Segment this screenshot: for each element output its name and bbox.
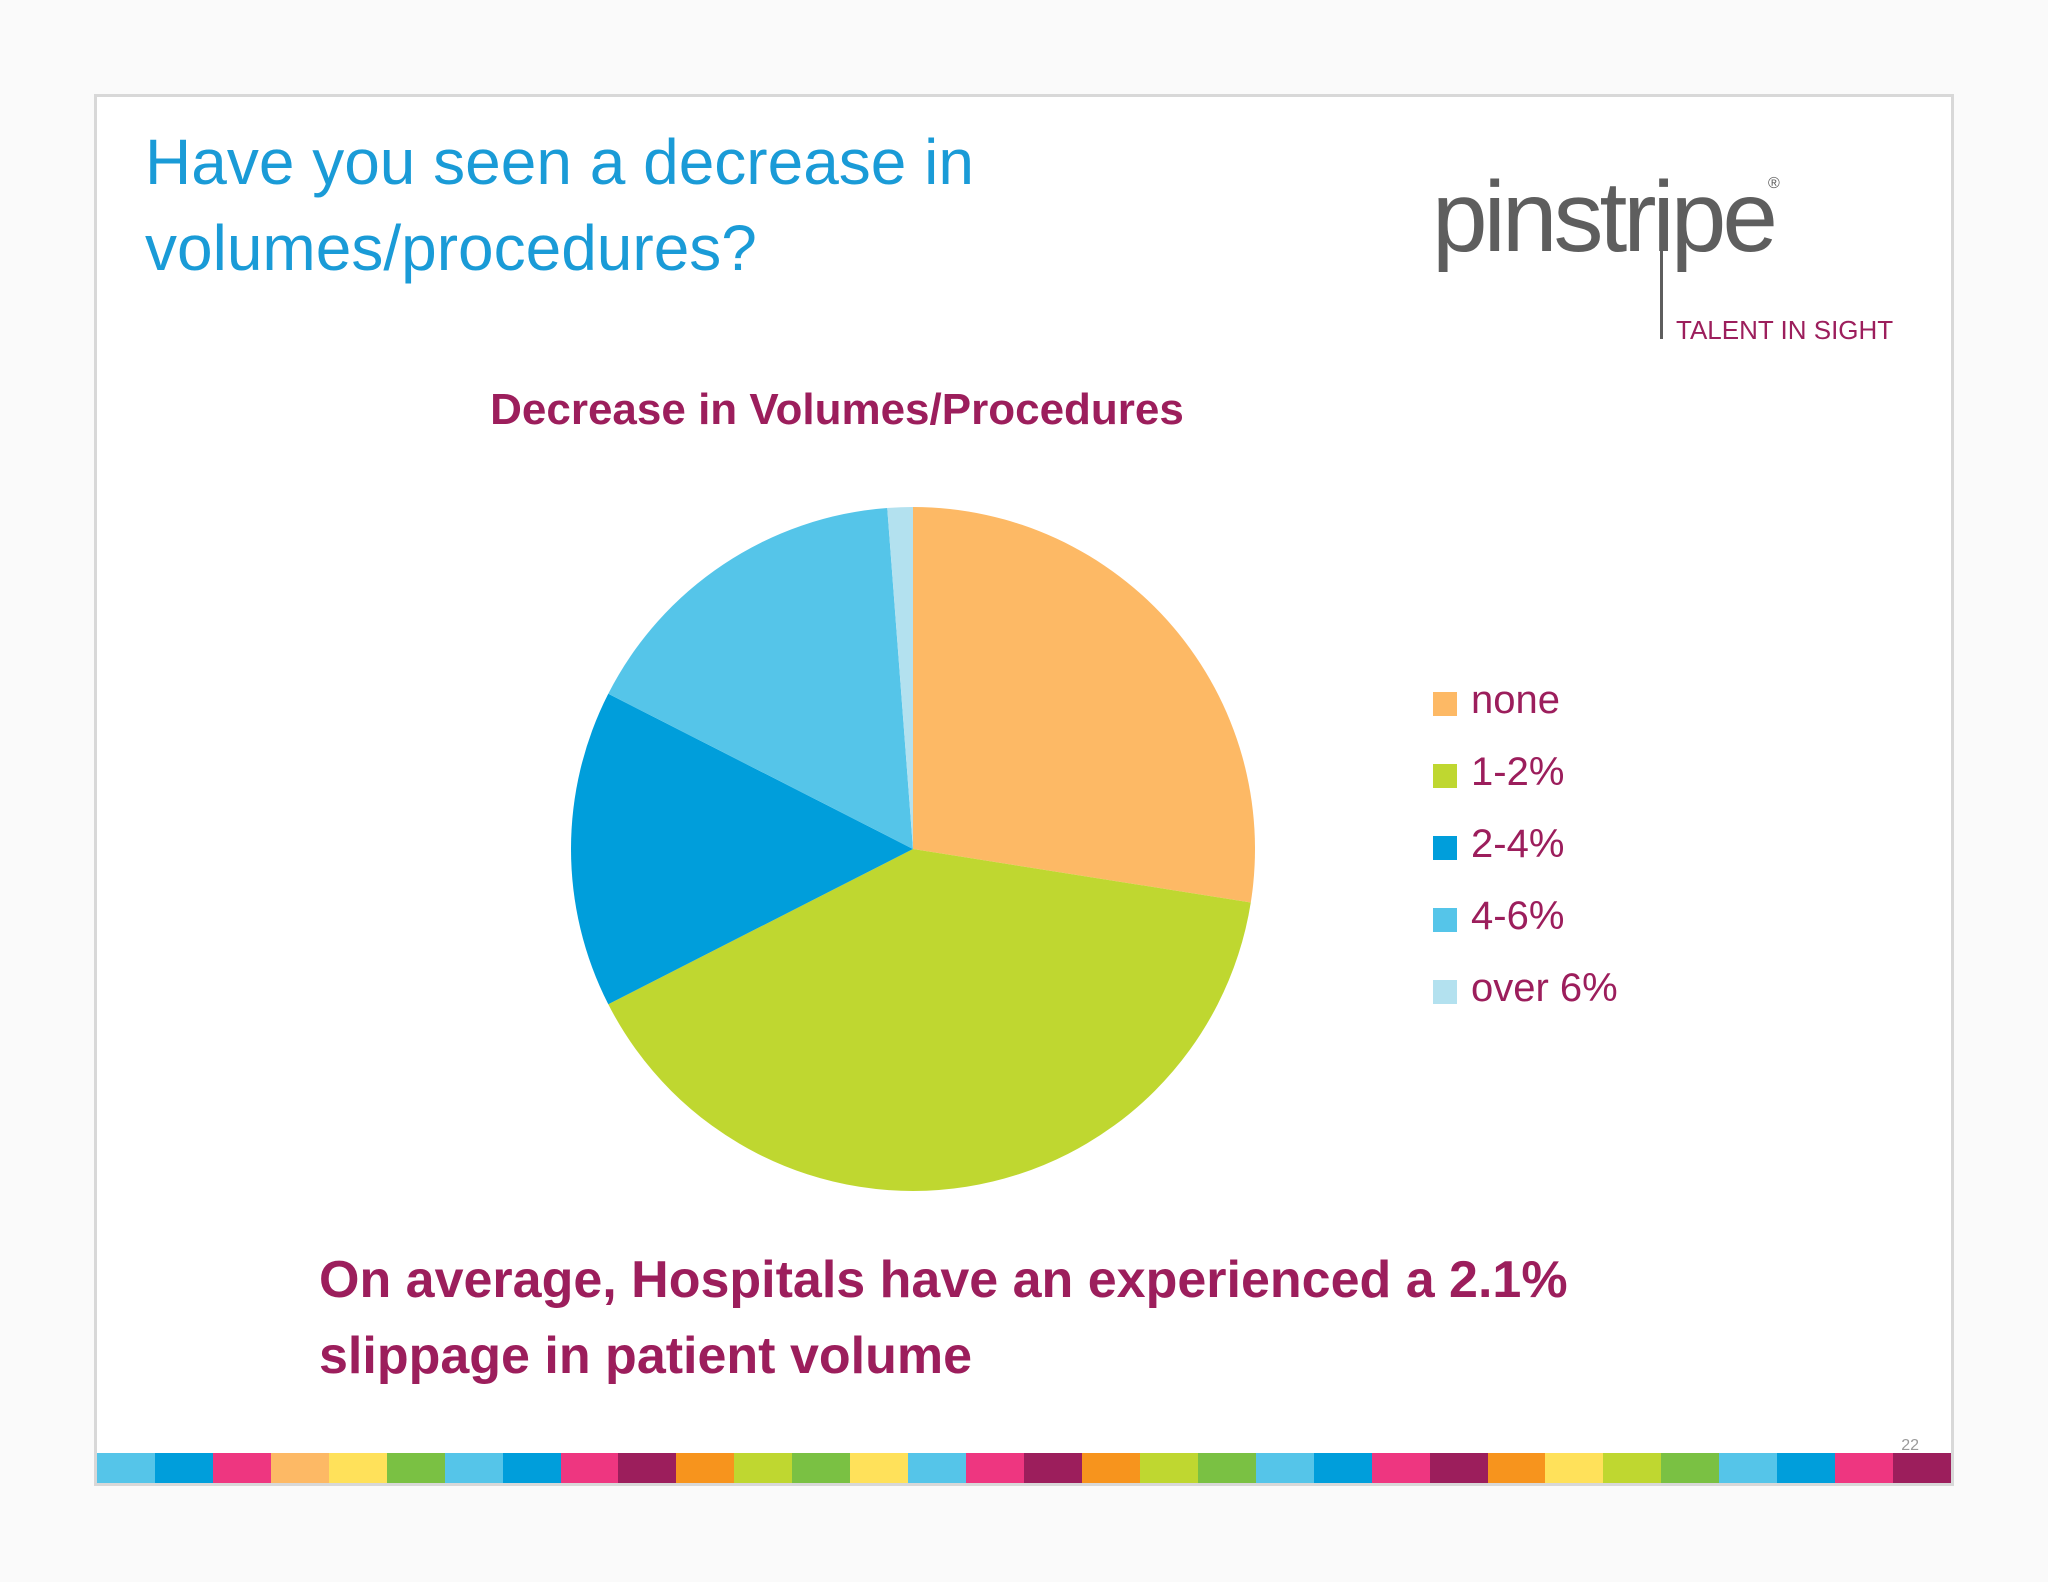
slide: Have you seen a decrease in volumes/proc… (94, 94, 1954, 1486)
stripe-block (1371, 1453, 1430, 1483)
logo-registered-mark: ® (1768, 175, 1780, 192)
color-stripe-footer (97, 1453, 1951, 1483)
stripe-block (154, 1453, 213, 1483)
legend-label: 4-6% (1471, 894, 1565, 938)
stripe-block (328, 1453, 387, 1483)
stripe-block (734, 1453, 793, 1483)
chart-title: Decrease in Volumes/Procedures (490, 385, 1184, 434)
pinstripe-logo: pinstripe ® TALENT IN SIGHT (1432, 157, 1912, 377)
pie-slice-2 (571, 693, 913, 1005)
stripe-block (386, 1453, 445, 1483)
legend-swatch (1433, 908, 1457, 932)
stripe-block (1313, 1453, 1372, 1483)
stripe-block (618, 1453, 677, 1483)
stripe-block (1197, 1453, 1256, 1483)
slide-title: Have you seen a decrease in volumes/proc… (145, 119, 1145, 291)
stripe-block (444, 1453, 503, 1483)
pie-slice-4 (887, 507, 913, 849)
legend-swatch (1433, 980, 1457, 1004)
stripe-block (1081, 1453, 1140, 1483)
pie-chart (571, 507, 1255, 1192)
pie-slice-0 (913, 507, 1255, 903)
stripe-block (1777, 1453, 1836, 1483)
stripe-block (850, 1453, 909, 1483)
stripe-block (97, 1453, 155, 1483)
stripe-block (212, 1453, 271, 1483)
logo-wordmark: pinstripe (1432, 161, 1778, 273)
legend-swatch (1433, 692, 1457, 716)
stripe-block (676, 1453, 735, 1483)
stripe-block (502, 1453, 561, 1483)
stripe-block (1603, 1453, 1662, 1483)
stripe-block (908, 1453, 967, 1483)
stripe-block (1255, 1453, 1314, 1483)
summary-line-2: slippage in patient volume (319, 1327, 972, 1385)
stripe-block (1139, 1453, 1198, 1483)
stripe-block (1429, 1453, 1488, 1483)
stripe-block (1719, 1453, 1778, 1483)
summary-footnote: On average, Hospitals have an experience… (319, 1242, 1719, 1394)
legend-label: 2-4% (1471, 822, 1565, 866)
stripe-block (792, 1453, 851, 1483)
stripe-block (560, 1453, 619, 1483)
legend-swatch (1433, 836, 1457, 860)
legend-swatch (1433, 764, 1457, 788)
logo-tagline: TALENT IN SIGHT (1676, 315, 1894, 345)
stripe-block (270, 1453, 329, 1483)
legend-label: 1-2% (1471, 750, 1565, 794)
slide-title-line-2: volumes/procedures? (145, 212, 757, 284)
page-number: 22 (1901, 1437, 1919, 1454)
summary-line-1: On average, Hospitals have an experience… (319, 1251, 1568, 1309)
stripe-block (966, 1453, 1024, 1483)
stripe-block (1545, 1453, 1604, 1483)
pie-slice-1 (608, 849, 1251, 1192)
logo-rule (1660, 245, 1663, 339)
pie-slice-3 (608, 507, 913, 849)
legend-label: none (1471, 678, 1560, 722)
slide-title-line-1: Have you seen a decrease in (145, 126, 974, 198)
stripe-block (1893, 1453, 1951, 1483)
stripe-block (1487, 1453, 1546, 1483)
stripe-block (1024, 1453, 1082, 1483)
stripe-block (1835, 1453, 1894, 1483)
stripe-block (1661, 1453, 1720, 1483)
legend-label: over 6% (1471, 966, 1618, 1010)
